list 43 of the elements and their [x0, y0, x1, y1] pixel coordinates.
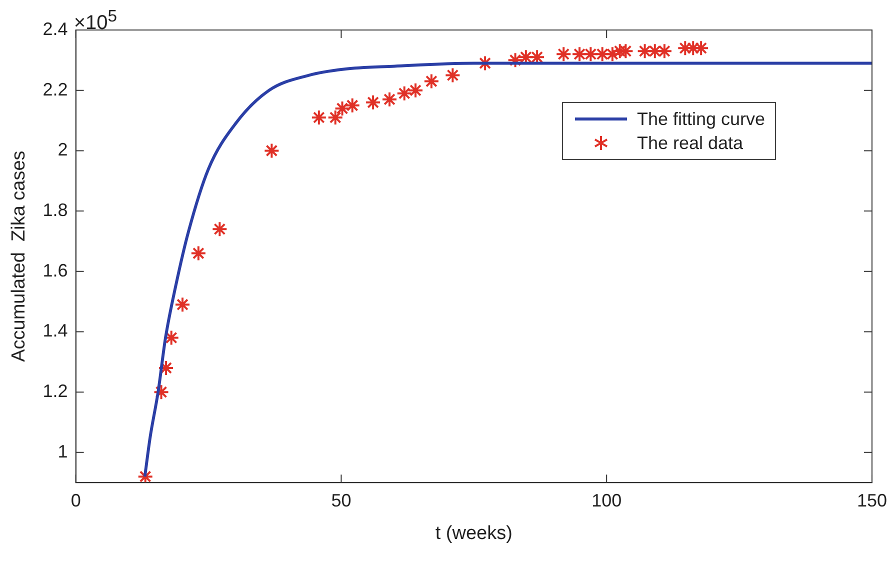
- point: [264, 142, 280, 159]
- legend-label: The fitting curve: [636, 108, 766, 130]
- point: [507, 52, 524, 68]
- y-axis-title: Accumulated Zika cases: [8, 150, 30, 362]
- y-tick-label: 2: [58, 140, 68, 160]
- point: [190, 245, 206, 262]
- x-tick-label: 0: [70, 490, 81, 510]
- point: [656, 43, 672, 60]
- point: [594, 46, 610, 62]
- point: [158, 360, 174, 376]
- point: [582, 46, 599, 62]
- annotation: ×10$^{5}$: [74, 6, 118, 34]
- legend-label: The real data: [636, 132, 744, 154]
- y-tick-label: 2.2: [42, 79, 68, 100]
- y-tick-label: 2.4: [42, 18, 68, 39]
- line-series: [143, 62, 872, 478]
- point: [153, 384, 170, 400]
- point: [408, 82, 424, 98]
- point: [137, 468, 154, 483]
- point: [334, 100, 350, 116]
- point: [382, 91, 398, 108]
- x-tick-label: 100: [592, 490, 622, 510]
- x-axis-title: t (weeks): [435, 522, 512, 544]
- point: [444, 67, 461, 84]
- x-tick-label: 50: [331, 490, 352, 510]
- y-tick-label: 1.6: [42, 260, 68, 280]
- point: [396, 85, 412, 102]
- x-tick-label: 150: [856, 490, 888, 510]
- point: [327, 110, 344, 126]
- point: [556, 46, 572, 62]
- y-tick-label: 1.4: [42, 320, 68, 341]
- point: [572, 46, 588, 62]
- y-tick-label: 1: [58, 441, 68, 462]
- point: [344, 97, 360, 114]
- point: [423, 73, 440, 90]
- point: [212, 221, 228, 238]
- point: [365, 94, 382, 110]
- point: [310, 110, 327, 126]
- y-tick-label: 1.2: [42, 381, 68, 402]
- y-tick-label: 1.8: [42, 200, 68, 220]
- point: [174, 296, 191, 313]
- point: [636, 43, 653, 60]
- point: [604, 46, 620, 62]
